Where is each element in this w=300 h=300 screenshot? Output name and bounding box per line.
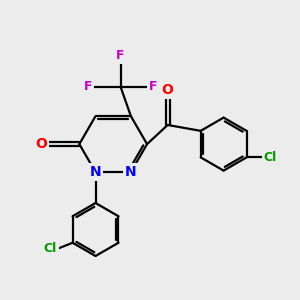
Text: F: F (149, 80, 157, 93)
Text: F: F (84, 80, 92, 93)
Text: N: N (125, 165, 137, 179)
Text: O: O (35, 137, 47, 151)
Text: Cl: Cl (44, 242, 57, 255)
Text: N: N (90, 165, 101, 179)
Text: F: F (116, 49, 125, 62)
Text: Cl: Cl (263, 151, 277, 164)
Text: O: O (162, 83, 174, 97)
